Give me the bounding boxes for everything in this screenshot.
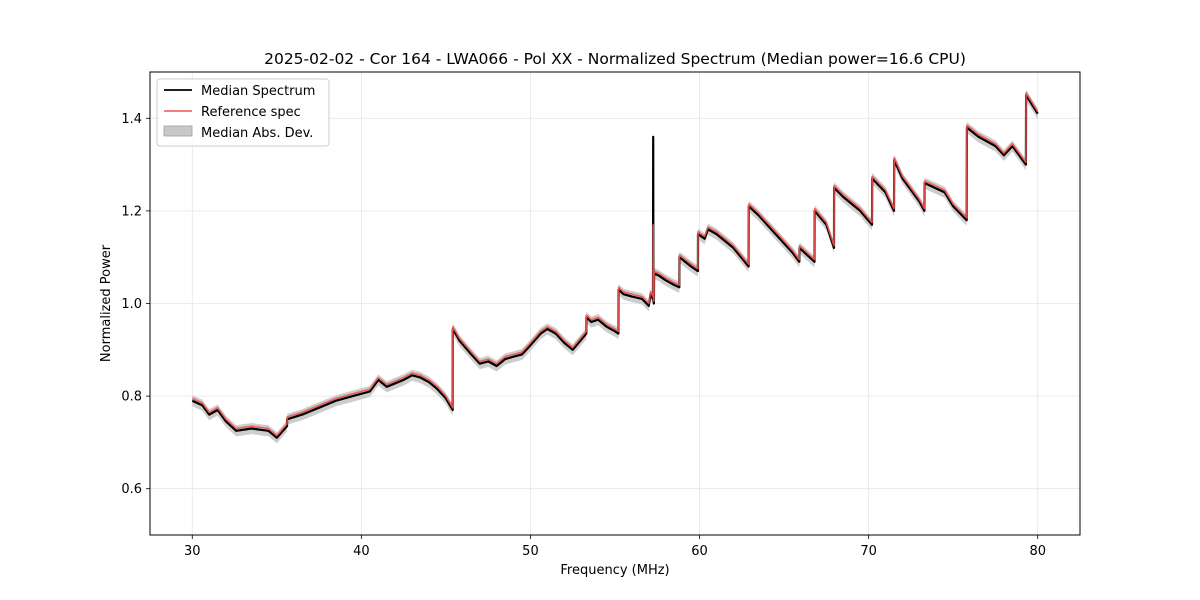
x-tick-label: 30 [184, 544, 201, 559]
legend-median-label: Median Spectrum [201, 84, 315, 99]
x-tick-label: 40 [353, 544, 370, 559]
y-tick-label: 1.2 [121, 204, 142, 219]
legend: Median Spectrum Reference spec Median Ab… [156, 78, 330, 147]
y-tick-label: 1.4 [121, 112, 142, 127]
legend-reference-label: Reference spec [201, 105, 301, 120]
y-tick-label: 0.8 [121, 390, 142, 405]
legend-mad-label: Median Abs. Dev. [201, 126, 313, 141]
x-tick-label: 60 [691, 544, 708, 559]
y-tick-label: 1.0 [121, 297, 142, 312]
legend-frame [156, 78, 330, 147]
reference-spec-line [191, 92, 1039, 437]
x-tick-label: 80 [1029, 544, 1046, 559]
chart-title: 2025-02-02 - Cor 164 - LWA066 - Pol XX -… [264, 50, 966, 68]
axis-ticks: 30 40 50 60 70 80 0.6 0.8 1.0 1.2 1.4 [121, 112, 1046, 559]
x-tick-label: 70 [860, 544, 877, 559]
y-axis-label: Normalized Power [99, 244, 114, 362]
series-layer [191, 92, 1039, 439]
legend-mad-swatch [163, 125, 193, 137]
x-axis-label: Frequency (MHz) [560, 563, 669, 578]
y-tick-label: 0.6 [121, 482, 142, 497]
x-tick-label: 50 [522, 544, 539, 559]
